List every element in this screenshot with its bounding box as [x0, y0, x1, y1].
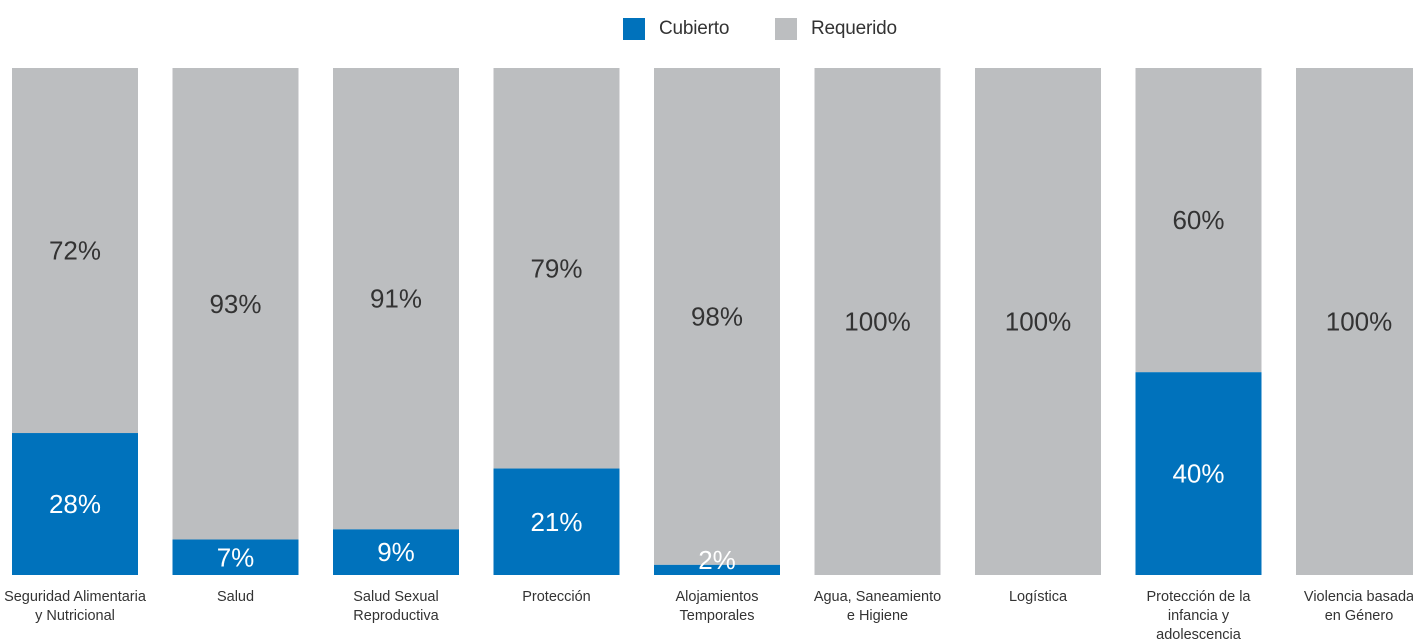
data-label-required: 100%: [844, 307, 911, 337]
data-label-required: 91%: [370, 284, 422, 314]
chart-legend: Cubierto Requerido: [0, 0, 1413, 60]
bar-covered: [1135, 372, 1262, 575]
bar-covered: [493, 468, 620, 575]
category-label: Agua, Saneamiento e Higiene: [814, 589, 941, 624]
data-label-covered: 28%: [49, 489, 101, 519]
category-label: Protección: [522, 589, 591, 605]
data-label-required: 79%: [530, 253, 582, 283]
bar-required: [654, 68, 780, 565]
bar-required: [1135, 68, 1262, 373]
bar-covered: [172, 539, 299, 575]
category-label: Logística: [1009, 589, 1068, 605]
data-label-required: 93%: [209, 289, 261, 319]
bar-required: [814, 68, 941, 575]
category-label: Salud: [217, 589, 254, 605]
bar-required: [172, 68, 299, 540]
category-label: Seguridad Alimentaria y Nutricional: [4, 589, 147, 624]
category-label: Salud Sexual Reproductiva: [353, 589, 439, 624]
data-label-covered: 40%: [1172, 459, 1224, 489]
data-label-required: 98%: [691, 301, 743, 331]
data-label-covered: 21%: [530, 507, 582, 537]
legend-label-covered: Cubierto: [659, 18, 730, 39]
category-label: Protección de la infancia y adolescencia: [1147, 589, 1252, 643]
legend-label-required: Requerido: [811, 18, 897, 39]
bar-covered: [333, 529, 459, 575]
bar-covered: [654, 564, 780, 575]
data-label-required: 72%: [49, 236, 101, 266]
data-label-covered: 7%: [217, 542, 255, 572]
category-label: Alojamientos Temporales: [675, 589, 758, 624]
bar-required: [333, 68, 459, 530]
data-label-covered: 9%: [377, 537, 415, 567]
category-label: Violencia basada en Género: [1304, 589, 1413, 624]
legend-item-required: Requerido: [775, 18, 897, 40]
legend-swatch-required: [775, 18, 797, 40]
bar-required: [493, 68, 620, 469]
bar-covered: [12, 433, 138, 575]
bar-required: [12, 68, 138, 434]
data-label-required: 100%: [1005, 307, 1072, 337]
bar-required: [1296, 68, 1413, 575]
data-label-required: 100%: [1326, 307, 1393, 337]
data-label-required: 60%: [1172, 205, 1224, 235]
legend-swatch-covered: [623, 18, 645, 40]
data-label-covered: 2%: [698, 545, 736, 575]
legend-item-covered: Cubierto: [623, 18, 729, 40]
bar-required: [975, 68, 1101, 575]
